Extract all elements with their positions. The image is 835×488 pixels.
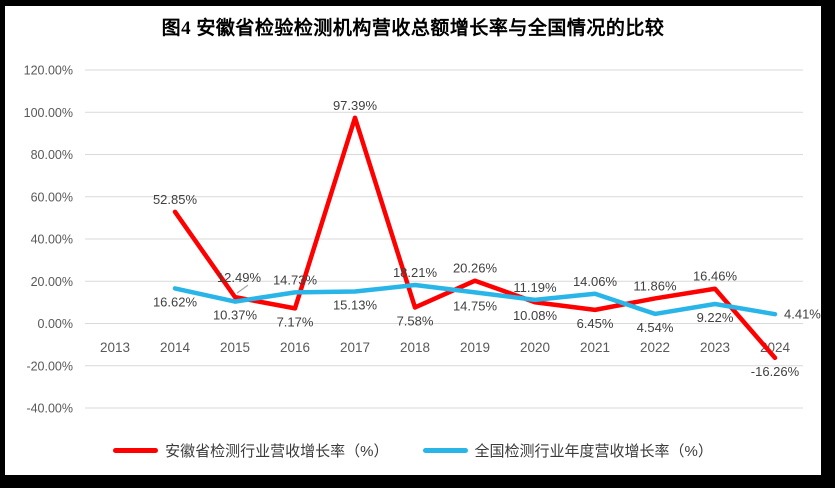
data-point-label: 11.86% (633, 278, 677, 293)
label-leader-line (236, 284, 249, 294)
x-axis-tick-label: 2021 (580, 340, 610, 355)
chart-canvas: 图4 安徽省检验检测机构营收总额增长率与全国情况的比较 120.00% 100.0… (5, 6, 821, 475)
data-point-label: 7.17% (277, 314, 314, 329)
data-point-label: 18.21% (393, 265, 438, 280)
data-point-label: 14.73% (273, 272, 318, 287)
y-axis-tick-label: 20.00% (31, 275, 73, 289)
y-axis-tick-label: 120.00% (24, 64, 73, 78)
data-point-label: 11.19% (513, 280, 557, 295)
x-axis-tick-label: 2016 (280, 340, 310, 355)
y-axis-tick-label: 80.00% (31, 148, 73, 162)
line-chart-plot-area: 120.00% 100.00% 80.00% 60.00% 40.00% 20.00% 0.… (24, 64, 821, 416)
data-point-label: 4.54% (637, 320, 674, 335)
x-axis-tick-label: 2018 (400, 340, 430, 355)
chart-legend: 安徽省检测行业营收增长率（%） 全国检测行业年度营收增长率（%） (5, 440, 821, 461)
y-axis-tick-label: 60.00% (31, 190, 73, 204)
legend-label-national: 全国检测行业年度营收增长率（%） (474, 443, 713, 460)
data-point-label: 10.08% (513, 308, 558, 323)
data-point-label: 52.85% (153, 192, 198, 207)
y-axis-tick-label: 100.00% (24, 106, 73, 120)
data-point-label: -16.26% (751, 364, 800, 379)
x-axis-tick-label: 2015 (220, 340, 250, 355)
series-line (172, 282, 778, 317)
legend-item-national: 全国检测行业年度营收增长率（%） (422, 440, 713, 461)
x-axis-tick-label: 2020 (520, 340, 550, 355)
x-axis-tick-label: 2013 (100, 340, 130, 355)
data-point-label: 9.22% (697, 310, 734, 325)
y-axis-tick-label: 40.00% (31, 233, 73, 247)
y-axis-tick-label: 0.00% (38, 317, 73, 331)
data-point-label: 15.13% (333, 298, 378, 313)
data-point-label: 10.37% (213, 308, 258, 323)
data-point-label: 97.39% (333, 98, 378, 113)
chart-title: 图4 安徽省检验检测机构营收总额增长率与全国情况的比较 (161, 18, 665, 39)
series-line (172, 115, 778, 361)
legend-item-anhui: 安徽省检测行业营收增长率（%） (113, 440, 389, 461)
x-axis-tick-label: 2022 (640, 340, 670, 355)
data-point-label: 14.06% (573, 274, 618, 289)
red-line-swatch-icon (113, 448, 159, 453)
data-point-label: 20.26% (453, 261, 498, 276)
y-axis-tick-label: -20.00% (26, 359, 73, 373)
data-point-label: 4.41% (784, 307, 821, 322)
data-point-label: 16.46% (693, 269, 738, 284)
x-axis-tick-label: 2019 (460, 340, 490, 355)
legend-label-anhui: 安徽省检测行业营收增长率（%） (165, 443, 389, 460)
x-axis-tick-label: 2017 (340, 340, 370, 355)
data-point-label: 14.75% (453, 298, 498, 313)
x-axis-tick-label: 2023 (700, 340, 730, 355)
x-axis-tick-label: 2014 (160, 340, 191, 355)
y-axis-tick-label: -40.00% (26, 402, 73, 416)
data-point-label: 6.45% (577, 316, 614, 331)
blue-line-swatch-icon (422, 448, 468, 453)
data-point-label: 12.49% (217, 270, 262, 285)
data-point-label: 16.62% (153, 294, 198, 309)
data-point-label: 7.58% (397, 313, 434, 328)
